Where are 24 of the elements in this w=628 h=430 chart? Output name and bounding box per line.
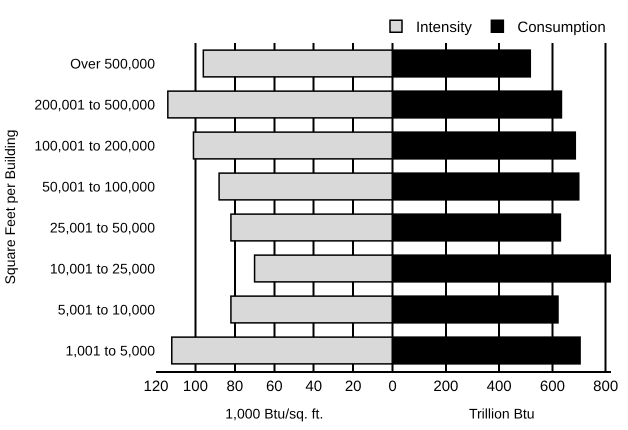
x-tick-label: 200 — [433, 378, 458, 395]
y-axis-title: Square Feet per Building — [2, 130, 18, 284]
y-tick-label: 100,001 to 200,000 — [34, 137, 156, 154]
x-tick-label: 600 — [540, 378, 565, 395]
y-tick-label: 200,001 to 500,000 — [34, 96, 156, 112]
x-tick-label: 80 — [226, 378, 244, 395]
y-tick-label: 5,001 to 10,000 — [58, 301, 156, 318]
x-tick-label: 120 — [143, 378, 169, 395]
x-tick-label: 0 — [388, 378, 397, 395]
x-tick-label: 60 — [266, 378, 283, 395]
y-tick-label: 50,001 to 100,000 — [42, 178, 156, 194]
legend-label: Intensity — [416, 19, 472, 36]
x-axis-title: Trillion Btu — [468, 406, 535, 422]
y-tick-label: Over 500,000 — [70, 55, 156, 72]
y-tick-label: 25,001 to 50,000 — [50, 219, 156, 236]
x-axis-title: 1,000 Btu/sq. ft. — [225, 406, 324, 422]
x-tick-label: 400 — [486, 378, 512, 395]
x-tick-label: 100 — [182, 378, 208, 395]
x-tick-label: 40 — [305, 378, 322, 395]
x-tick-label: 20 — [344, 378, 362, 395]
y-tick-label: 10,001 to 25,000 — [50, 260, 156, 276]
x-tick-label: 800 — [593, 378, 618, 395]
y-tick-label: 1,001 to 5,000 — [65, 342, 156, 358]
series-label: Consumption — [517, 19, 606, 36]
